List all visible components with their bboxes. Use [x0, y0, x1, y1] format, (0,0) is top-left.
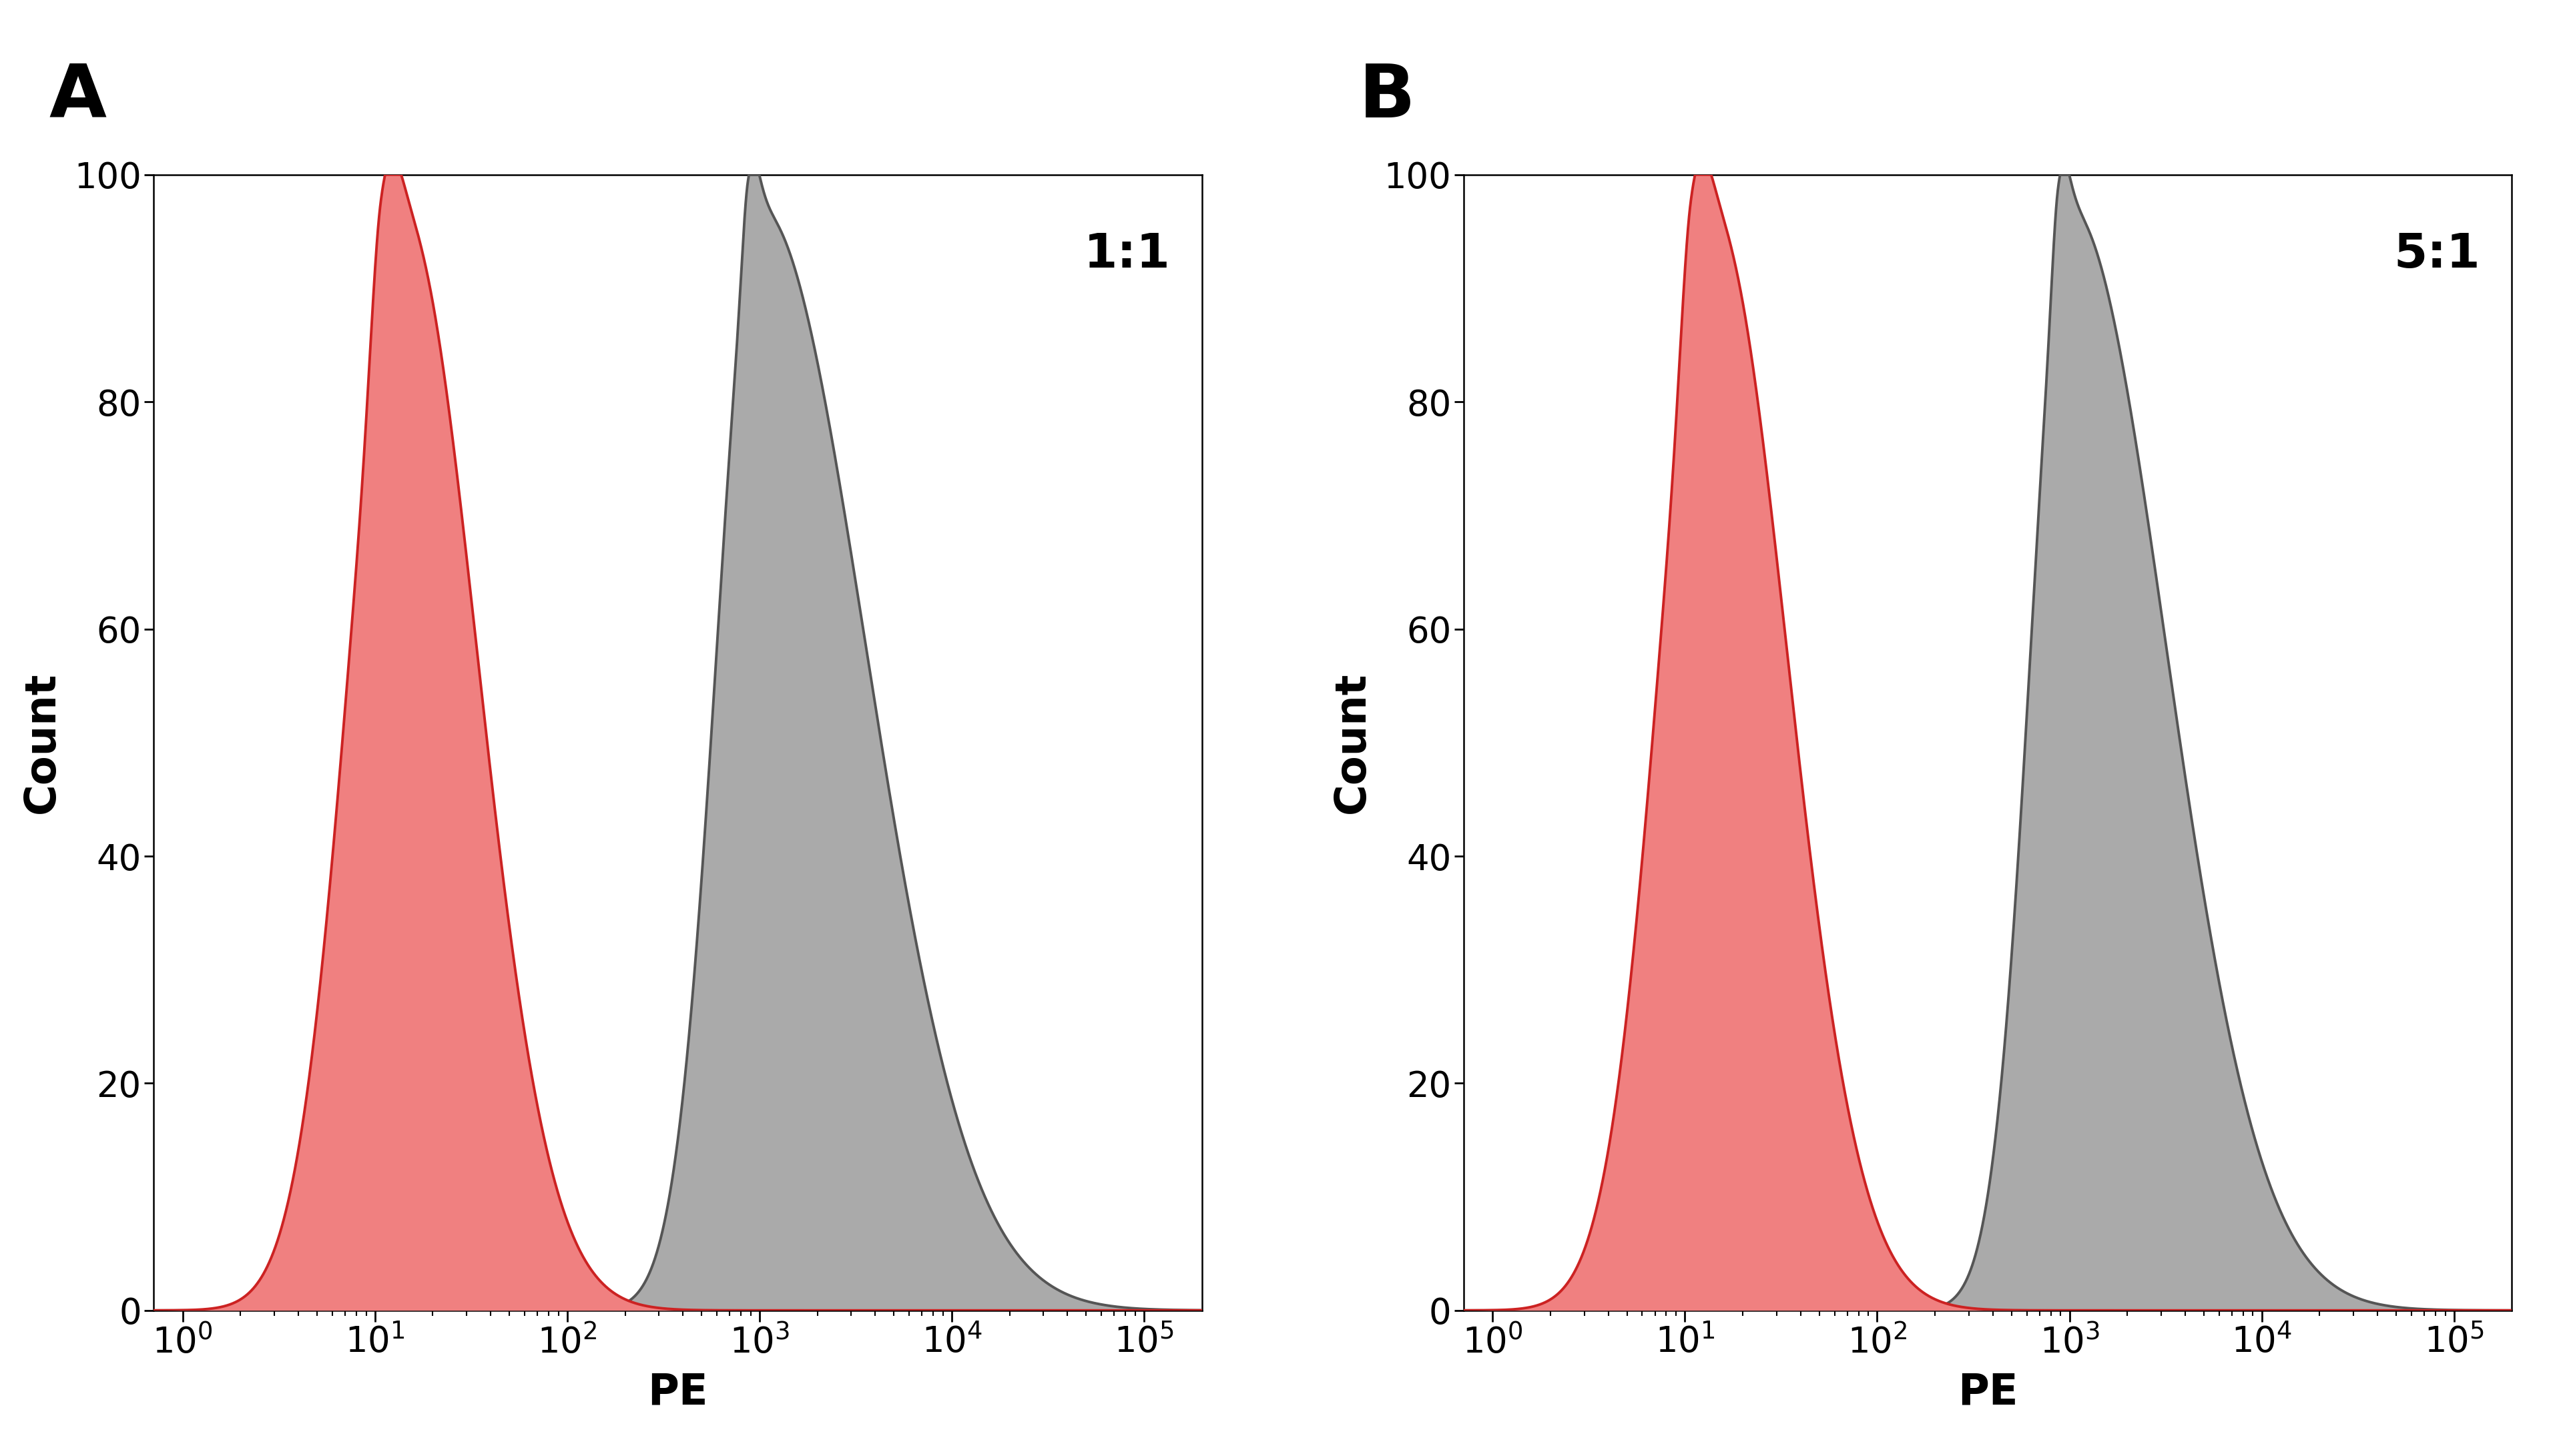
Text: 1:1: 1:1 [1084, 232, 1171, 278]
Text: A: A [49, 61, 108, 132]
X-axis label: PE: PE [648, 1372, 707, 1412]
Y-axis label: Count: Count [1333, 671, 1374, 814]
X-axis label: PE: PE [1958, 1372, 2017, 1412]
Y-axis label: Count: Count [21, 671, 64, 814]
Text: 5:1: 5:1 [2394, 232, 2481, 278]
Text: B: B [1358, 61, 1415, 132]
